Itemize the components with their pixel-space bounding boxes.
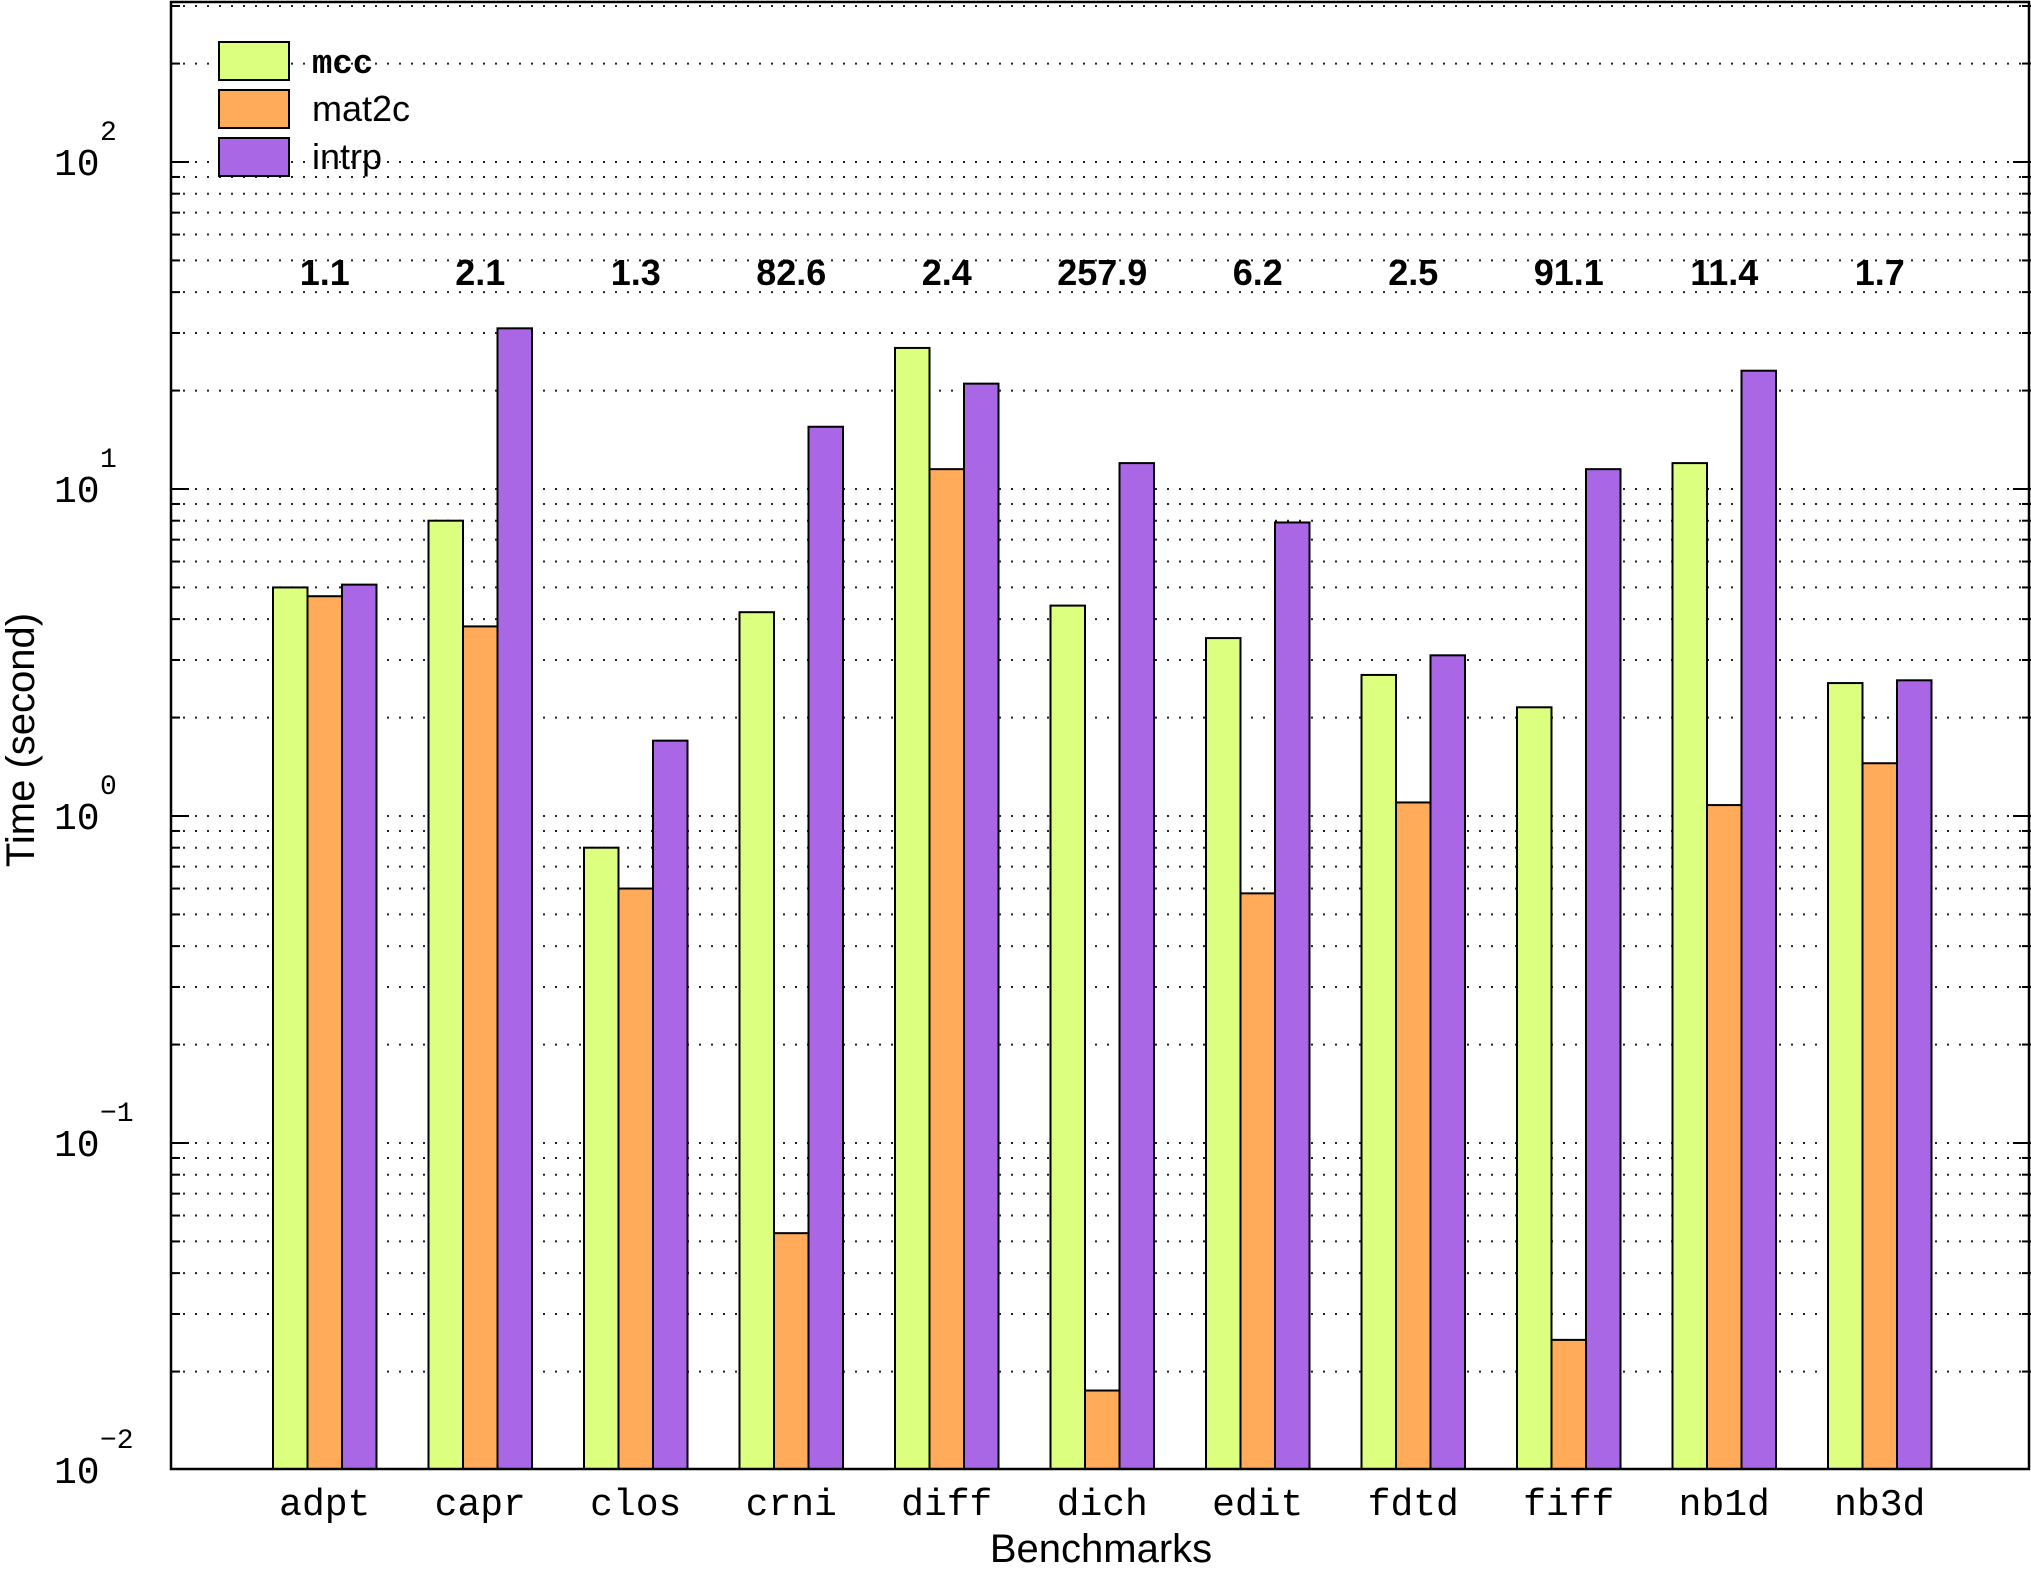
x-tick-label: fiff <box>1523 1484 1614 1527</box>
ratio-label: 2.5 <box>1388 252 1438 293</box>
bar-mcc-clos <box>583 846 620 1470</box>
bar-intrp-nb3d <box>1896 679 1933 1470</box>
y-tick-base: 10 <box>54 144 100 187</box>
y-tick-base: 10 <box>54 1452 100 1495</box>
legend-label-mat2c: mat2c <box>312 88 410 129</box>
ratio-label: 1.3 <box>611 252 661 293</box>
ratio-label: 11.4 <box>1690 252 1758 293</box>
x-tick-label: adpt <box>279 1484 370 1527</box>
bar-intrp-fdtd <box>1429 654 1466 1470</box>
plot-frame <box>169 0 2031 1471</box>
bar-intrp-crni <box>807 425 844 1471</box>
legend-swatch-mcc <box>218 41 290 81</box>
bar-mcc-diff <box>894 346 931 1470</box>
x-axis-title: Benchmarks <box>990 1527 1212 1569</box>
x-tick-label: dich <box>1057 1484 1148 1527</box>
legend-swatch-mat2c <box>218 89 290 129</box>
y-tick-label: 101 <box>54 445 117 514</box>
y-tick-exponent: 0 <box>100 772 117 803</box>
bar-mcc-fiff <box>1516 706 1553 1470</box>
bar-intrp-dich <box>1118 462 1155 1470</box>
ratio-label: 1.1 <box>300 252 350 293</box>
bar-intrp-clos <box>652 739 689 1470</box>
legend: mcc mat2c intrp <box>218 41 410 177</box>
x-axis-ticks: adpt capr clos crni diff dich edit fdtd fiff nb1d… <box>279 1484 1925 1527</box>
x-tick-label: edit <box>1212 1484 1303 1527</box>
bar-mat2c-crni <box>773 1232 810 1470</box>
bar-mcc-nb1d <box>1671 462 1708 1470</box>
y-tick-label: 10−1 <box>54 1099 134 1168</box>
x-tick-label: crni <box>746 1484 837 1527</box>
ratio-label: 257.9 <box>1057 252 1147 293</box>
y-tick-label: 100 <box>54 772 117 841</box>
y-tick-base: 10 <box>54 471 100 514</box>
x-tick-label: nb1d <box>1679 1484 1770 1527</box>
ratio-label: 2.1 <box>455 252 505 293</box>
x-tick-label: fdtd <box>1368 1484 1459 1527</box>
bar-intrp-nb1d <box>1740 369 1777 1471</box>
bar-mcc-dich <box>1049 604 1086 1470</box>
ratio-label: 2.4 <box>922 252 972 293</box>
bar-mat2c-dich <box>1084 1389 1121 1471</box>
x-tick-label: nb3d <box>1834 1484 1925 1527</box>
x-tick-label: clos <box>590 1484 681 1527</box>
x-tick-label: capr <box>435 1484 526 1527</box>
legend-label-intrp: intrp <box>312 136 382 177</box>
bar-mat2c-edit <box>1239 892 1276 1470</box>
bar-mat2c-fdtd <box>1395 801 1432 1470</box>
y-axis-title: Time (second) <box>0 613 43 867</box>
y-tick-exponent: −2 <box>100 1426 134 1457</box>
bar-intrp-capr <box>496 327 533 1471</box>
ratio-label: 1.7 <box>1855 252 1905 293</box>
y-tick-exponent: 1 <box>100 445 117 476</box>
bar-intrp-fiff <box>1585 468 1622 1470</box>
ratio-annotations: 1.1 2.1 1.3 82.6 2.4 257.9 6.2 2.5 91.1 11.4 1.7 <box>300 252 1905 293</box>
bar-mat2c-fiff <box>1550 1338 1587 1471</box>
bar-mcc-crni <box>738 611 775 1470</box>
legend-label-mcc: mcc <box>312 46 373 84</box>
bar-mat2c-adpt <box>306 595 343 1470</box>
ratio-label: 82.6 <box>756 252 826 293</box>
ratio-label: 91.1 <box>1534 252 1604 293</box>
bar-intrp-edit <box>1274 521 1311 1470</box>
ratio-label: 6.2 <box>1233 252 1283 293</box>
y-tick-label: 102 <box>54 118 117 187</box>
bar-intrp-diff <box>963 382 1000 1470</box>
bar-intrp-adpt <box>341 583 378 1470</box>
legend-swatch-intrp <box>218 137 290 177</box>
bar-mat2c-nb1d <box>1706 804 1743 1470</box>
bars <box>272 327 1933 1471</box>
y-tick-base: 10 <box>54 1125 100 1168</box>
y-tick-exponent: −1 <box>100 1099 134 1130</box>
y-tick-base: 10 <box>54 798 100 841</box>
bar-mat2c-capr <box>462 625 499 1470</box>
bar-mcc-adpt <box>272 586 309 1470</box>
bar-mcc-nb3d <box>1827 682 1864 1470</box>
bar-mcc-fdtd <box>1360 673 1397 1470</box>
bar-mcc-edit <box>1205 637 1242 1470</box>
bar-mat2c-diff <box>928 468 965 1470</box>
y-tick-exponent: 2 <box>100 118 117 149</box>
bar-mat2c-clos <box>617 887 654 1470</box>
bar-mcc-capr <box>427 519 464 1470</box>
bar-mat2c-nb3d <box>1861 762 1898 1470</box>
x-tick-label: diff <box>901 1484 992 1527</box>
y-tick-label: 10−2 <box>54 1426 134 1495</box>
